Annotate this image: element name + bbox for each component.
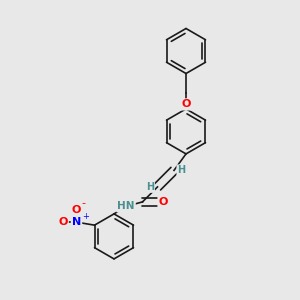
Text: N: N bbox=[72, 217, 81, 227]
Text: O: O bbox=[58, 217, 68, 227]
Text: H: H bbox=[177, 165, 186, 176]
Text: HN: HN bbox=[117, 201, 135, 212]
Text: H: H bbox=[146, 182, 154, 192]
Text: O: O bbox=[181, 99, 191, 110]
Text: -: - bbox=[81, 199, 85, 208]
Text: O: O bbox=[159, 197, 168, 207]
Text: O: O bbox=[72, 205, 81, 215]
Text: +: + bbox=[82, 212, 89, 220]
